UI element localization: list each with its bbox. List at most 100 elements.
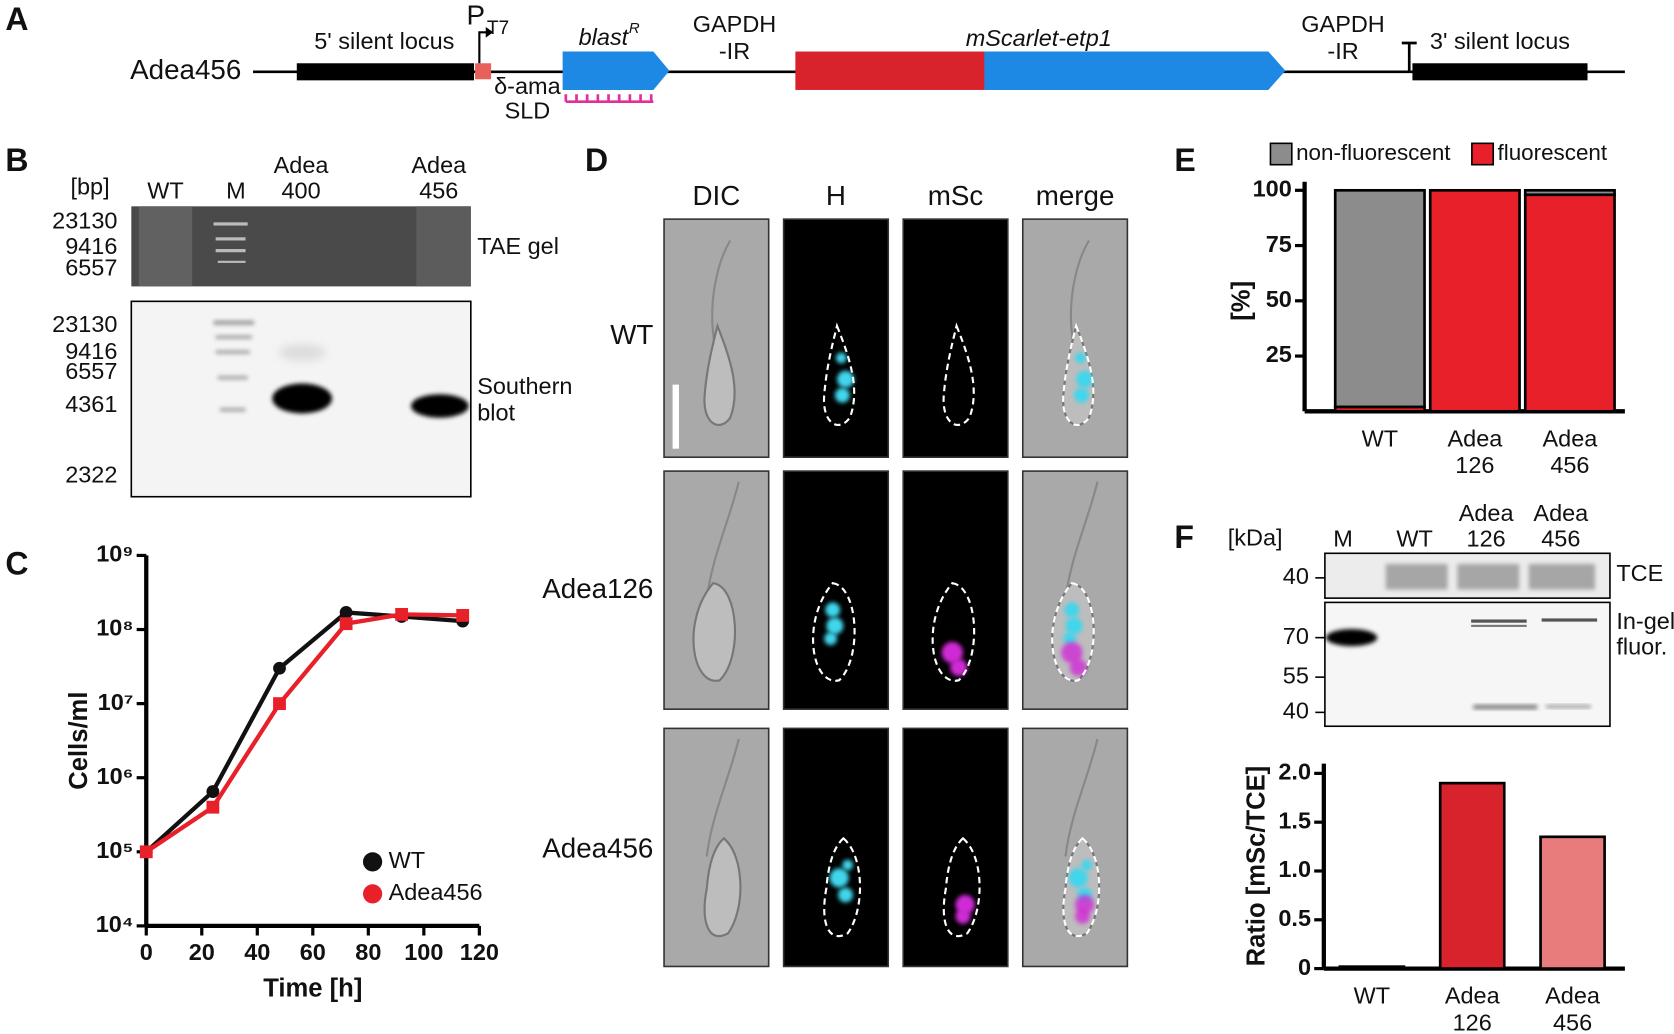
- marker-label: 2322: [65, 462, 117, 488]
- gel-band: [1545, 704, 1591, 709]
- series-line: [144, 610, 463, 854]
- scale-bar: [672, 384, 679, 449]
- nucleus: [1064, 602, 1080, 618]
- gel-title: blot: [477, 400, 515, 426]
- ladder: [213, 222, 248, 263]
- y-tick-label: 10⁵: [96, 837, 133, 863]
- cell-outline: [1062, 836, 1101, 938]
- etp1-gene: [984, 51, 1286, 90]
- x-tick-label: WT: [1362, 425, 1399, 451]
- flagellum: [1064, 738, 1099, 857]
- marker-label: 40: [1283, 698, 1309, 724]
- x-tick-label: 456: [1550, 452, 1589, 478]
- x-tick-label: 20: [189, 939, 215, 965]
- mscarlet-gene: [795, 51, 986, 90]
- nucleus: [825, 602, 841, 618]
- gel-lane: [138, 206, 193, 287]
- promoter-sub: T7: [487, 18, 509, 39]
- legend-swatch: [1269, 142, 1293, 166]
- x-axis-label: Time [h]: [263, 975, 362, 1003]
- lane-label: Adea: [1533, 500, 1589, 526]
- cell-outline: [823, 836, 862, 938]
- row-label: Adea456: [542, 832, 653, 863]
- cell-body: [703, 322, 736, 427]
- promoter-head: [485, 26, 494, 38]
- gapdh-label: -IR: [1327, 38, 1358, 64]
- y-tick-label: 0: [1298, 954, 1311, 980]
- lane-label: Adea: [1459, 500, 1515, 526]
- mscarlet-signal: [1075, 908, 1091, 924]
- gapdh-label: GAPDH: [1301, 11, 1384, 37]
- cell-outline: [1062, 322, 1095, 427]
- sld-label: SLD: [505, 98, 551, 124]
- y-axis-label: [%]: [1227, 281, 1255, 321]
- x-tick-label: 60: [300, 939, 326, 965]
- locus-block: [1412, 63, 1588, 81]
- y-tick-label: 2.0: [1278, 759, 1311, 785]
- cell-outline: [1051, 582, 1095, 682]
- gapdh-label: -IR: [719, 38, 750, 64]
- lane-label: M: [1333, 526, 1353, 552]
- column-label: mSc: [928, 180, 984, 211]
- locus-label: 3' silent locus: [1430, 28, 1570, 54]
- promoter-label: P: [467, 0, 486, 31]
- y-axis-label: Cells/ml: [65, 692, 93, 790]
- image-frame: [782, 470, 890, 710]
- nucleus: [834, 387, 850, 403]
- nucleus: [824, 632, 837, 646]
- marker-label: 40: [1283, 563, 1309, 589]
- panel-label: B: [5, 142, 28, 178]
- y-tick-label: 10⁸: [96, 615, 133, 641]
- legend-label: fluorescent: [1497, 140, 1607, 165]
- image-frame: [902, 218, 1009, 459]
- lane-label: WT: [1396, 526, 1432, 552]
- construct-name: Adea456: [130, 54, 241, 85]
- marker-label: 6557: [65, 358, 117, 384]
- legend-marker: [362, 884, 383, 904]
- micrograph: [782, 470, 890, 710]
- y-tick-label: 75: [1266, 231, 1292, 257]
- marker-gene: [562, 51, 670, 90]
- sld-block: [475, 63, 492, 80]
- cell-body: [703, 836, 742, 938]
- x-tick-label: 126: [1455, 452, 1494, 478]
- nucleus: [1065, 617, 1083, 635]
- legend-swatch: [1471, 142, 1495, 166]
- gel-title: TAE gel: [477, 233, 559, 259]
- locus-block: [296, 63, 475, 81]
- point: [206, 800, 220, 814]
- ladder: [213, 320, 255, 412]
- y-tick-label: 1.5: [1278, 807, 1311, 833]
- blot-band: [411, 394, 469, 418]
- locus-label: 5' silent locus: [314, 28, 454, 54]
- cell-outline: [823, 322, 856, 427]
- point: [395, 607, 409, 621]
- marker-label: blast: [579, 24, 630, 50]
- lane-label: 456: [419, 178, 458, 204]
- panel-a: A Adea456 5' silent locus P T7 blast R δ…: [5, 0, 1625, 124]
- gapdh-label: GAPDH: [693, 11, 776, 37]
- series-line: [145, 612, 463, 854]
- x-tick-label: Adea: [1447, 425, 1503, 451]
- gel-band: [1471, 619, 1527, 623]
- marker-label: 70: [1283, 623, 1309, 649]
- row-label: Adea126: [542, 573, 653, 604]
- micrograph: [902, 218, 1009, 459]
- y-tick-label: 1.0: [1278, 856, 1311, 882]
- nucleus: [826, 617, 844, 635]
- panel-label: E: [1174, 142, 1195, 178]
- y-tick-label: 10⁶: [97, 763, 134, 789]
- marker-label: 23130: [52, 311, 117, 337]
- y-tick-label: 10⁷: [98, 689, 134, 715]
- blot-smear: [278, 344, 326, 362]
- micrograph: [1021, 727, 1129, 968]
- point: [273, 697, 286, 711]
- gel-title: In-gel: [1616, 608, 1674, 634]
- micrograph: [663, 727, 770, 968]
- nucleus: [1075, 352, 1086, 364]
- nucleus: [1076, 370, 1094, 388]
- mscarlet-signal: [1061, 641, 1083, 664]
- bar: [1438, 781, 1506, 970]
- x-tick-label: Adea: [1543, 425, 1599, 451]
- terminator: [1401, 41, 1417, 72]
